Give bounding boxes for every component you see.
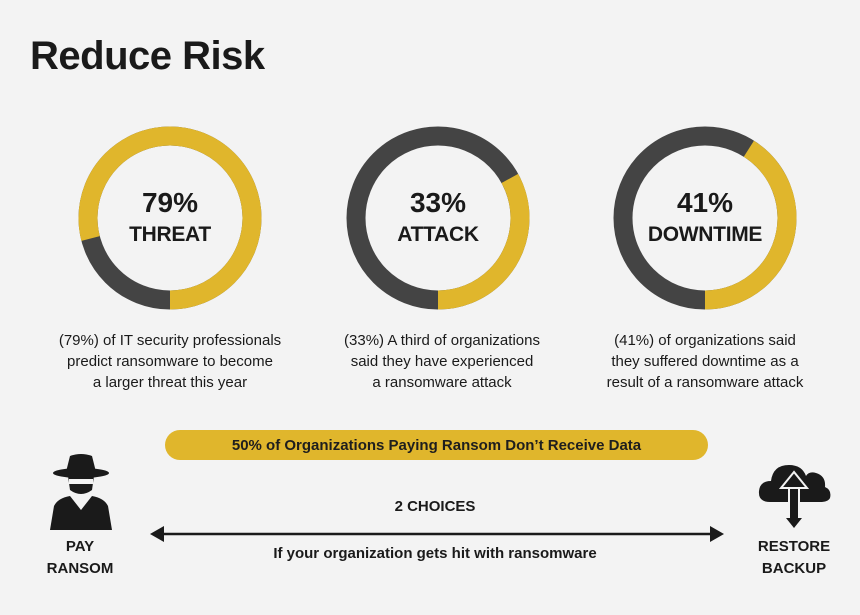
threat-description-line: predict ransomware to become — [67, 353, 273, 370]
cloud-upload-icon — [758, 465, 831, 528]
stat-downtime: 41% DOWNTIME — [605, 118, 855, 318]
double-arrow-icon — [150, 526, 724, 542]
pay-ransom-line: RANSOM — [46, 560, 114, 577]
restore-backup-label: RESTORE BACKUP — [740, 536, 848, 580]
attack-ring-fill — [346, 126, 530, 310]
pay-ransom-line: PAY — [65, 538, 95, 555]
downtime-description: (41%) of organizations said they suffere… — [570, 330, 840, 393]
restore-backup-line: RESTORE — [757, 538, 831, 555]
downtime-ring-fill — [613, 126, 797, 310]
stat-attack: 33% ATTACK — [338, 118, 588, 318]
downtime-ring — [613, 126, 797, 310]
downtime-percent: 41% — [676, 187, 734, 218]
restore-backup-line: BACKUP — [761, 560, 827, 577]
attack-description-line: said they have experienced — [350, 353, 534, 370]
threat-label: THREAT — [129, 223, 211, 246]
attack-description-line: a ransomware attack — [372, 374, 512, 391]
downtime-description-line: they suffered downtime as a — [611, 353, 799, 370]
page-title: Reduce Risk — [30, 34, 265, 78]
threat-description-line: a larger threat this year — [92, 374, 248, 391]
attack-description: (33%) A third of organizations said they… — [307, 330, 577, 393]
downtime-label: DOWNTIME — [647, 223, 763, 246]
ransom-banner: 50% of Organizations Paying Ransom Don’t… — [165, 430, 708, 460]
downtime-description-line: result of a ransomware attack — [606, 374, 804, 391]
attack-percent: 33% — [409, 187, 467, 218]
threat-description: (79%) of IT security professionals predi… — [35, 330, 305, 393]
threat-description-line: (79%) of IT security professionals — [58, 332, 282, 349]
threat-ring-fill — [78, 126, 262, 310]
downtime-description-line: (41%) of organizations said — [614, 332, 796, 349]
threat-ring — [78, 126, 262, 310]
stat-threat: 79% THREAT — [70, 118, 320, 318]
hacker-icon — [50, 454, 112, 530]
threat-percent: 79% — [141, 187, 199, 218]
attack-description-line: (33%) A third of organizations — [344, 332, 540, 349]
choices-subtext: If your organization gets hit with ranso… — [273, 545, 597, 562]
choices-label: 2 CHOICES — [394, 498, 476, 515]
attack-ring — [346, 126, 530, 310]
pay-ransom-label: PAY RANSOM — [30, 536, 130, 580]
attack-label: ATTACK — [397, 223, 479, 246]
